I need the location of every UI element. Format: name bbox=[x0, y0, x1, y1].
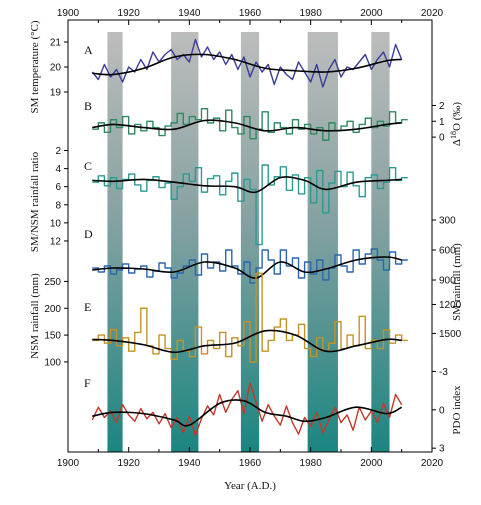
shaded-band-5 bbox=[371, 32, 390, 452]
shaded-band-1 bbox=[107, 32, 123, 452]
y-tick-label-PDO: 1200 bbox=[439, 300, 462, 311]
y-tick-label-E: 250 bbox=[44, 277, 61, 288]
panel-PDO: 1200 1500 bbox=[431, 300, 462, 340]
x-tick-label-top: 1980 bbox=[300, 8, 323, 19]
smooth-curve-F bbox=[92, 399, 403, 427]
y-tick-label-E: 200 bbox=[44, 304, 61, 315]
x-tick-label-bottom: 2020 bbox=[421, 458, 444, 469]
series-D bbox=[92, 248, 408, 284]
x-axis-title: Year (A.D.) bbox=[224, 480, 276, 492]
y-tick-label-C: 12 bbox=[50, 236, 62, 247]
y-axis-title-F: PDO index bbox=[451, 385, 463, 435]
y-axis-title-B: Δ18O (‰) bbox=[449, 102, 464, 146]
panel-B: 0 1 2 Δ18O (‰) B bbox=[84, 99, 463, 146]
y-tick-label-F: 0 bbox=[439, 405, 445, 416]
smooth-curve-E bbox=[92, 329, 402, 354]
x-tick-label-bottom: 1900 bbox=[57, 458, 80, 469]
x-tick-label-top: 2020 bbox=[421, 8, 444, 19]
y-tick-label-D: 900 bbox=[439, 276, 456, 287]
panel-label-C: C bbox=[84, 159, 92, 173]
y-tick-label-C: 6 bbox=[55, 182, 61, 193]
panel-C: 2 4 6 8 10 12 SM/NSM rainfall ratio C bbox=[29, 146, 408, 252]
shaded-band-2 bbox=[171, 32, 199, 452]
y-axis-title-D: SM rainfall (mm) bbox=[451, 243, 463, 321]
y-tick-label-B: 0 bbox=[439, 133, 445, 144]
y-tick-label-F: 3 bbox=[439, 444, 445, 455]
y-tick-label-C: 4 bbox=[55, 164, 61, 175]
shaded-band-3 bbox=[240, 32, 260, 452]
y-tick-label-C: 2 bbox=[55, 146, 61, 157]
y-tick-label-E: 150 bbox=[44, 331, 61, 342]
y-tick-label-D: 300 bbox=[439, 216, 456, 227]
panel-label-F: F bbox=[84, 376, 91, 390]
smooth-curve-A bbox=[92, 53, 402, 76]
shaded-band-4 bbox=[307, 32, 338, 452]
x-axis: 1900 1900 1920 1920 1940 1940 1960 1960 1980 1980… bbox=[57, 8, 444, 469]
shaded-periods bbox=[107, 32, 390, 452]
x-tick-label-top: 2000 bbox=[360, 8, 383, 19]
y-tick-label-A: 21 bbox=[50, 38, 62, 49]
x-tick-label-top: 1960 bbox=[239, 8, 262, 19]
y-tick-label-B: 2 bbox=[439, 101, 445, 112]
panel-label-E: E bbox=[84, 300, 91, 314]
y-tick-label-F: -3 bbox=[439, 367, 448, 378]
panel-label-A: A bbox=[84, 43, 93, 57]
y-axis-title-C: SM/NSM rainfall ratio bbox=[29, 151, 41, 252]
y-tick-label-PDO: 1500 bbox=[439, 329, 462, 340]
panel-F: -3 0 3 PDO index F bbox=[84, 367, 463, 455]
y-tick-label-B: 1 bbox=[439, 117, 445, 128]
y-tick-label-C: 10 bbox=[50, 218, 62, 229]
x-tick-label-top: 1940 bbox=[178, 8, 201, 19]
x-tick-label-bottom: 1940 bbox=[178, 458, 201, 469]
series-A bbox=[91, 38, 403, 88]
y-tick-label-D: 600 bbox=[439, 246, 456, 257]
panel-label-D: D bbox=[84, 227, 93, 241]
y-axis-title-A: SM temperature (°C) bbox=[29, 20, 41, 113]
x-tick-label-bottom: 1920 bbox=[118, 458, 141, 469]
panel-A: 19 20 21 SM temperature (°C) A bbox=[29, 20, 403, 113]
y-axis-title-E: NSM rainfall (mm) bbox=[29, 273, 41, 359]
smooth-curve-C bbox=[92, 176, 402, 194]
y-tick-label-E: 100 bbox=[44, 357, 61, 368]
x-tick-label-top: 1900 bbox=[57, 8, 80, 19]
x-tick-label-bottom: 1980 bbox=[300, 458, 323, 469]
x-tick-label-bottom: 1960 bbox=[239, 458, 262, 469]
y-tick-label-A: 20 bbox=[50, 63, 62, 74]
x-tick-label-bottom: 2000 bbox=[360, 458, 383, 469]
y-tick-label-C: 8 bbox=[55, 200, 61, 211]
series-E bbox=[92, 272, 408, 363]
y-tick-label-A: 19 bbox=[50, 88, 62, 99]
panel-label-B: B bbox=[84, 99, 92, 113]
x-tick-label-top: 1920 bbox=[118, 8, 141, 19]
smooth-curve-B bbox=[92, 119, 402, 132]
